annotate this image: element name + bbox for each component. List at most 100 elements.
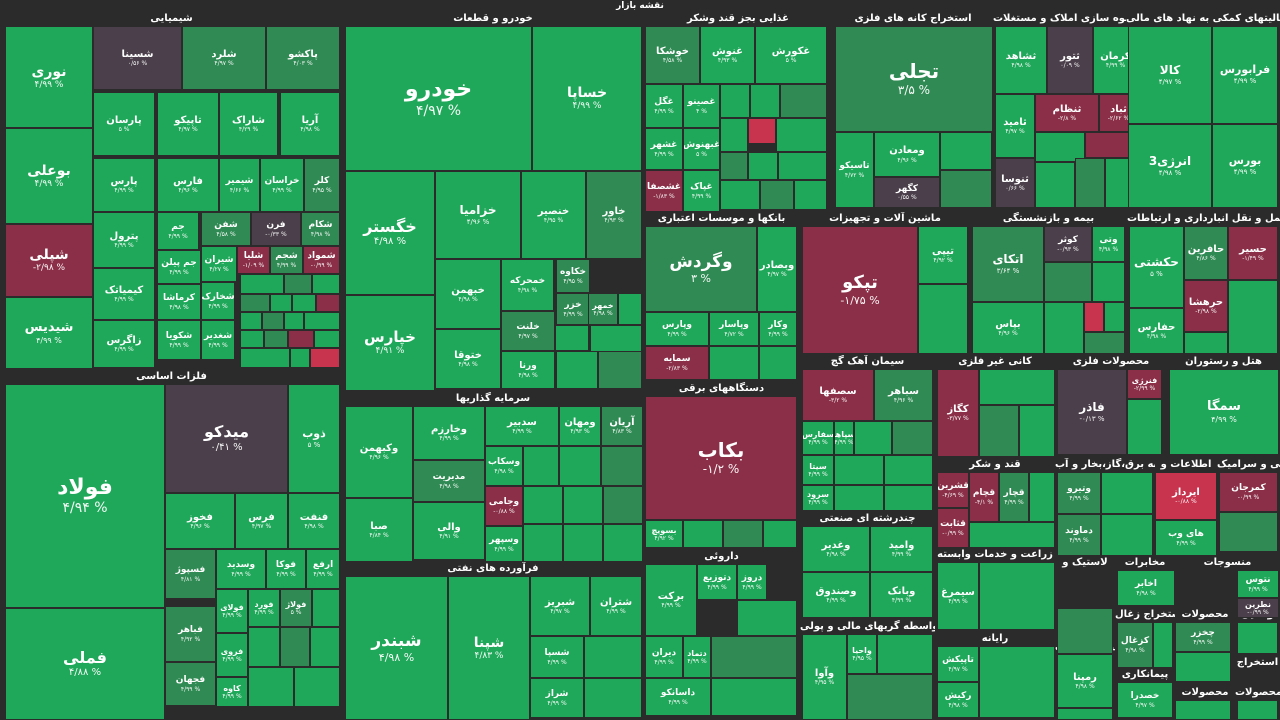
stock-tile[interactable]: ومعادن ۴/۹۶ % bbox=[874, 132, 940, 177]
stock-tile[interactable]: سفارس ۴/۹۹ % bbox=[802, 421, 834, 455]
stock-tile[interactable]: شتران ۴/۹۹ % bbox=[590, 576, 642, 636]
stock-tile[interactable]: کوثر -۰/۹۳ % bbox=[1044, 226, 1092, 262]
stock-tile[interactable]: دروز ۴/۹۹ % bbox=[737, 564, 767, 600]
stock-tile[interactable]: تپکو -۱/۷۵ % bbox=[802, 226, 918, 354]
stock-tile[interactable]: خنصیر ۴/۹۵ % bbox=[521, 171, 586, 259]
stock-tile[interactable]: شغدیر ۴/۹۹ % bbox=[201, 320, 235, 360]
stock-tile[interactable]: برکت ۴/۹۹ % bbox=[645, 564, 697, 636]
stock-tile[interactable]: ثتور ۰/۰۹ % bbox=[1047, 26, 1093, 94]
stock-tile[interactable]: خکاوه ۴/۹۵ % bbox=[556, 259, 590, 293]
stock-tile[interactable]: وکار ۴/۹۹ % bbox=[759, 312, 797, 346]
stock-tile[interactable]: شبریز ۴/۹۷ % bbox=[530, 576, 590, 636]
stock-tile[interactable]: خزامیا ۴/۹۶ % bbox=[435, 171, 521, 259]
stock-tile[interactable]: خصدرا ۴/۹۷ % bbox=[1117, 682, 1173, 718]
stock-tile[interactable]: فوکا ۴/۹۹ % bbox=[266, 549, 306, 589]
stock-tile[interactable]: اخابر ۴/۹۸ % bbox=[1117, 570, 1175, 606]
stock-tile[interactable]: سمایه -۲/۸۳ % bbox=[645, 346, 709, 380]
stock-tile[interactable]: تیپی ۴/۹۲ % bbox=[918, 226, 968, 284]
stock-tile[interactable]: شفن ۴/۵۸ % bbox=[201, 212, 251, 246]
stock-tile[interactable]: غپاک ۴/۹۹ % bbox=[683, 170, 720, 212]
stock-tile[interactable]: سیتا ۴/۹۹ % bbox=[802, 455, 834, 485]
stock-tile[interactable]: آریا ۴/۹۸ % bbox=[280, 92, 340, 156]
stock-tile[interactable]: وتیرو ۴/۹۹ % bbox=[1057, 472, 1101, 514]
stock-tile[interactable]: شسپا ۴/۹۹ % bbox=[530, 636, 584, 678]
stock-tile[interactable]: سرود ۴/۹۹ % bbox=[802, 485, 834, 511]
stock-tile[interactable]: شلرد ۴/۹۷ % bbox=[182, 26, 266, 90]
stock-tile[interactable]: فرن -۰/۳۳ % bbox=[251, 212, 301, 246]
stock-tile[interactable]: فرابورس ۴/۹۹ % bbox=[1212, 26, 1278, 124]
stock-tile[interactable]: سدبیر ۴/۹۹ % bbox=[485, 406, 559, 446]
stock-tile[interactable]: های وب ۴/۹۹ % bbox=[1155, 520, 1217, 556]
stock-tile[interactable]: فجهان ۴/۹۹ % bbox=[165, 662, 216, 706]
stock-tile[interactable]: سصفها -۳/۲ % bbox=[802, 369, 874, 421]
stock-tile[interactable]: شکام ۴/۹۸ % bbox=[301, 212, 340, 246]
stock-tile[interactable]: خمحرکه ۴/۹۸ % bbox=[501, 259, 554, 311]
stock-tile[interactable]: شیران ۴/۲۷ % bbox=[201, 246, 237, 282]
stock-tile[interactable]: بورس ۴/۹۹ % bbox=[1212, 124, 1278, 208]
stock-tile[interactable]: تاسیکو ۴/۷۲ % bbox=[835, 132, 874, 208]
stock-tile[interactable]: غشهر ۴/۹۹ % bbox=[645, 128, 683, 170]
stock-tile[interactable]: وسدید ۴/۹۹ % bbox=[216, 549, 266, 589]
stock-tile[interactable]: شیمیر ۴/۶۶ % bbox=[219, 158, 260, 212]
stock-tile[interactable]: فنفت ۴/۹۸ % bbox=[288, 493, 340, 549]
stock-tile[interactable]: وبصادر ۴/۹۷ % bbox=[757, 226, 797, 312]
stock-tile[interactable]: جم پیلن ۴/۹۹ % bbox=[157, 250, 201, 284]
stock-tile[interactable]: وخارزم ۴/۹۹ % bbox=[413, 406, 485, 460]
stock-tile[interactable]: وتی ۴/۹۸ % bbox=[1092, 226, 1125, 262]
stock-tile[interactable]: قثابت -۰/۹۹ % bbox=[937, 508, 969, 548]
stock-tile[interactable]: دتوزیع ۴/۹۹ % bbox=[697, 564, 737, 600]
stock-tile[interactable]: سباهر ۴/۹۶ % bbox=[874, 369, 933, 421]
stock-tile[interactable]: خساپا ۴/۹۹ % bbox=[532, 26, 642, 171]
stock-tile[interactable]: ومهان ۴/۹۳ % bbox=[559, 406, 601, 446]
stock-tile[interactable]: فولای ۴/۹۹ % bbox=[216, 589, 248, 633]
stock-tile[interactable]: کمرجان -۰/۹۹ % bbox=[1219, 472, 1278, 512]
stock-tile[interactable]: بسویچ ۴/۹۲ % bbox=[645, 520, 683, 548]
stock-tile[interactable]: کاوه ۴/۹۹ % bbox=[216, 677, 248, 707]
stock-tile[interactable]: کالا ۴/۹۷ % bbox=[1128, 26, 1212, 124]
stock-tile[interactable]: ثشاهد ۴/۹۸ % bbox=[995, 26, 1047, 94]
stock-tile[interactable]: خاور ۴/۹۳ % bbox=[586, 171, 642, 259]
stock-tile[interactable]: فولاد ۴/۹۴ % bbox=[5, 384, 165, 608]
stock-tile[interactable]: غشصفا -۱/۸۳ % bbox=[645, 170, 683, 212]
stock-tile[interactable]: فرس ۴/۹۷ % bbox=[235, 493, 288, 549]
stock-tile[interactable]: دیران ۴/۹۹ % bbox=[645, 636, 683, 678]
stock-tile[interactable]: وصندوق ۴/۹۹ % bbox=[802, 572, 870, 618]
stock-tile[interactable]: کرماشا ۴/۹۸ % bbox=[157, 284, 201, 320]
stock-tile[interactable]: فارس ۴/۹۶ % bbox=[157, 158, 219, 212]
stock-tile[interactable]: پارسان ۵ % bbox=[93, 92, 155, 156]
stock-tile[interactable]: فباهر ۴/۹۲ % bbox=[165, 606, 216, 662]
stock-tile[interactable]: تاپیکو ۴/۹۷ % bbox=[157, 92, 219, 156]
stock-tile[interactable]: فولاژ ۵ % bbox=[280, 589, 312, 627]
stock-tile[interactable]: فورد ۴/۹۹ % bbox=[248, 589, 280, 627]
stock-tile[interactable]: سپاها۴/۹۹ % bbox=[834, 421, 854, 455]
stock-tile[interactable]: شیدیس ۴/۹۹ % bbox=[5, 297, 93, 369]
stock-tile[interactable]: کگاز -۳/۷۷ % bbox=[937, 369, 979, 457]
stock-tile[interactable]: وبانک ۴/۹۹ % bbox=[870, 572, 933, 618]
stock-tile[interactable]: ثامید ۴/۹۷ % bbox=[995, 94, 1035, 158]
stock-tile[interactable]: شراز ۴/۹۹ % bbox=[530, 678, 584, 718]
stock-tile[interactable]: نتوس ۴/۹۹ % bbox=[1237, 570, 1279, 598]
stock-tile[interactable]: کیمیاتک ۴/۹۹ % bbox=[93, 268, 155, 320]
stock-tile[interactable]: حرهشا -۲/۹۸ % bbox=[1184, 280, 1228, 332]
stock-tile[interactable]: والی ۴/۹۱ % bbox=[413, 502, 485, 560]
stock-tile[interactable]: بکاب -۱/۲ % bbox=[645, 396, 797, 520]
stock-tile[interactable]: وامید ۴/۹۹ % bbox=[870, 526, 933, 572]
stock-tile[interactable]: انرژی3 ۴/۹۸ % bbox=[1128, 124, 1212, 208]
stock-tile[interactable]: ثنوسا ۰/۶۶ % bbox=[995, 158, 1035, 208]
stock-tile[interactable]: خبهمن ۴/۹۸ % bbox=[435, 259, 501, 329]
stock-tile[interactable]: چخزر ۴/۹۹ % bbox=[1175, 622, 1231, 652]
stock-tile[interactable]: غگل ۴/۹۹ % bbox=[645, 84, 683, 128]
stock-tile[interactable]: حفارس ۴/۹۸ % bbox=[1129, 308, 1184, 354]
stock-tile[interactable]: وغدیر ۴/۹۸ % bbox=[802, 526, 870, 572]
stock-tile[interactable]: مدیریت ۴/۹۸ % bbox=[413, 460, 485, 502]
stock-tile[interactable]: دماوند ۴/۹۹ % bbox=[1057, 514, 1101, 556]
stock-tile[interactable]: ثنظام -۲/۸ % bbox=[1035, 94, 1099, 132]
stock-tile[interactable]: میدکو ۰/۴۱ % bbox=[165, 384, 288, 493]
stock-tile[interactable]: شاراک ۴/۲۹ % bbox=[219, 92, 278, 156]
stock-tile[interactable]: خودرو ۴/۹۷ % bbox=[345, 26, 532, 171]
stock-tile[interactable]: کگهر ۰/۵۵ % bbox=[874, 177, 940, 208]
stock-tile[interactable]: پاکشو ۴/۰۳ % bbox=[266, 26, 340, 90]
stock-tile[interactable]: فنرژی -۲/۹۹ % bbox=[1127, 369, 1162, 399]
stock-tile[interactable]: کلر ۴/۹۵ % bbox=[304, 158, 340, 212]
stock-tile[interactable]: وسکاب ۴/۹۸ % bbox=[485, 446, 523, 486]
